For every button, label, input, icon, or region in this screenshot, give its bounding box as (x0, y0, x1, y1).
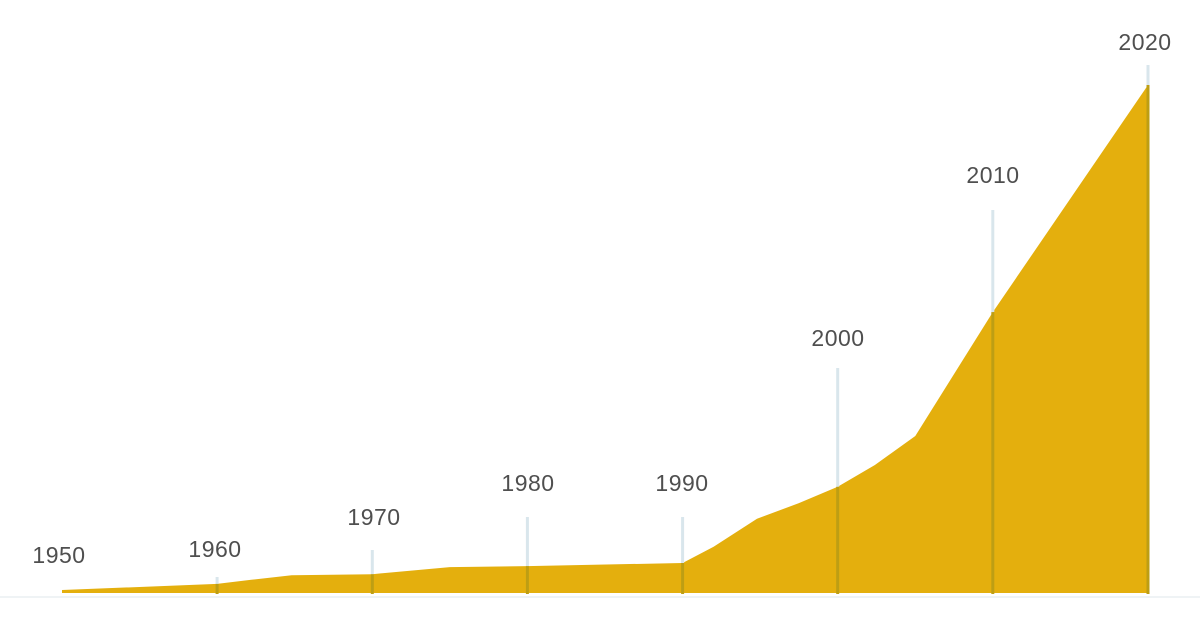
tick-mark-inner-2020 (1146, 85, 1150, 594)
year-label-1950: 1950 (32, 542, 86, 568)
year-label-1980: 1980 (501, 470, 555, 496)
area-series (62, 85, 1148, 593)
tick-marks (215, 65, 1150, 594)
tick-mark-inner-1980 (525, 566, 529, 594)
tick-mark-1960 (215, 577, 219, 584)
tick-mark-inner-1970 (370, 574, 374, 594)
tick-mark-inner-2000 (836, 486, 840, 594)
x-axis-line (0, 596, 1200, 598)
year-label-2000: 2000 (811, 325, 865, 351)
year-label-1970: 1970 (347, 504, 401, 530)
year-label-1960: 1960 (188, 536, 242, 562)
tick-mark-inner-2010 (991, 312, 995, 594)
tick-mark-inner-1960 (215, 583, 219, 594)
tick-mark-1990 (681, 517, 685, 563)
year-label-2010: 2010 (966, 162, 1020, 188)
tick-mark-1980 (525, 517, 529, 567)
year-label-1990: 1990 (655, 470, 709, 496)
tick-mark-2010 (991, 210, 995, 313)
tick-mark-2020 (1146, 65, 1150, 85)
tick-mark-2000 (836, 368, 840, 487)
tick-mark-inner-1990 (681, 563, 685, 594)
tick-mark-1970 (370, 550, 374, 575)
year-label-2020: 2020 (1118, 29, 1172, 55)
